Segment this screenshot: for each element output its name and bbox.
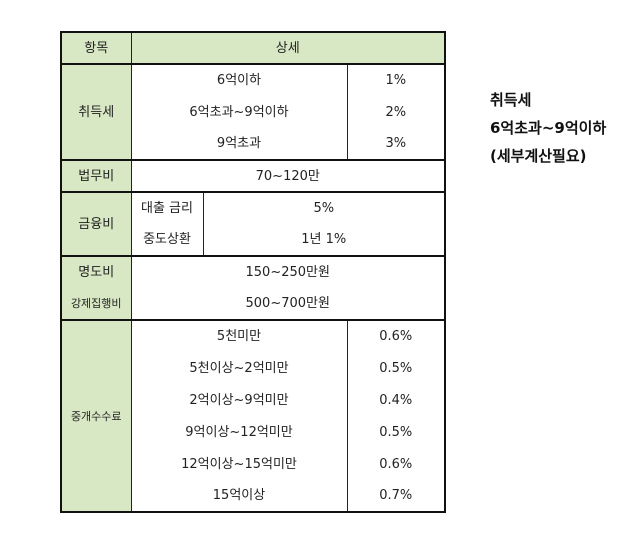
legal-fee-row: 법무비 70~120만 (60, 159, 446, 193)
brokerage-fee-rate: 0.6% (346, 448, 446, 480)
finance-cost-name: 중도상환 (130, 224, 204, 257)
brokerage-fee-desc: 12억이상~15억미만 (130, 448, 348, 480)
enforcement-fee-value: 500~700만원 (130, 288, 446, 321)
acquisition-tax-rate: 2% (346, 96, 446, 128)
finance-cost-value: 1년 1% (202, 224, 446, 257)
eviction-fee-value: 150~250만원 (130, 255, 446, 288)
brokerage-fee-desc: 2억이상~9억미만 (130, 384, 348, 416)
brokerage-fee-rate: 0.4% (346, 384, 446, 416)
finance-cost-row: 금융비 대출 금리 5% (60, 191, 446, 257)
finance-cost-value: 5% (202, 191, 446, 224)
finance-cost-row: 중도상환 1년 1% (61, 224, 446, 257)
brokerage-fee-rate: 0.7% (346, 480, 446, 513)
acquisition-tax-desc: 6억초과~9억이하 (130, 96, 348, 128)
acquisition-tax-desc: 6억이하 (130, 63, 348, 96)
brokerage-fee-row: 12억이상~15억미만 0.6% (61, 448, 446, 480)
brokerage-fee-row: 5천이상~2억미만 0.5% (61, 352, 446, 384)
fees-table: 항목 상세 취득세 6억이하 1% 6억초과~9억이하 2% 9억초과 3% 법… (60, 31, 446, 513)
brokerage-fee-row: 중개수수료 5천미만 0.6% (60, 319, 446, 513)
header-detail-label: 상세 (130, 31, 446, 65)
brokerage-fee-desc: 9억이상~12억미만 (130, 416, 348, 448)
brokerage-fee-row: 15억이상 0.7% (61, 480, 446, 513)
side-note-remark: (세부계산필요) (490, 147, 587, 165)
finance-cost-label: 금융비 (60, 191, 132, 257)
side-note: 취득세 6억초과~9억이하 (세부계산필요) (490, 86, 606, 170)
acquisition-tax-desc: 9억초과 (130, 128, 348, 161)
enforcement-fee-row: 강제집행비 500~700만원 (60, 288, 446, 321)
brokerage-fee-desc: 15억이상 (130, 480, 348, 513)
brokerage-fee-row: 2억이상~9억미만 0.4% (61, 384, 446, 416)
header-row: 항목 상세 (60, 31, 446, 65)
brokerage-fee-rate: 0.6% (346, 319, 446, 352)
finance-cost-name: 대출 금리 (130, 191, 204, 224)
side-note-range: 6억초과~9억이하 (490, 119, 607, 137)
acquisition-tax-row: 취득세 6억이하 1% (60, 63, 446, 161)
eviction-fee-label: 명도비 (60, 255, 132, 288)
eviction-fee-row: 명도비 150~250만원 (60, 255, 446, 288)
legal-fee-label: 법무비 (60, 159, 132, 193)
brokerage-fee-row: 9억이상~12억미만 0.5% (61, 416, 446, 448)
header-item-label: 항목 (60, 31, 132, 65)
enforcement-fee-label: 강제집행비 (60, 288, 132, 321)
legal-fee-value: 70~120만 (130, 159, 446, 193)
brokerage-fee-label: 중개수수료 (60, 319, 132, 513)
acquisition-tax-row: 6억초과~9억이하 2% (61, 96, 446, 128)
brokerage-fee-rate: 0.5% (346, 416, 446, 448)
brokerage-fee-rate: 0.5% (346, 352, 446, 384)
acquisition-tax-rate: 1% (346, 63, 446, 96)
side-note-title: 취득세 (490, 91, 532, 109)
acquisition-tax-label: 취득세 (60, 63, 132, 161)
brokerage-fee-desc: 5천이상~2억미만 (130, 352, 348, 384)
acquisition-tax-rate: 3% (346, 128, 446, 161)
brokerage-fee-desc: 5천미만 (130, 319, 348, 352)
